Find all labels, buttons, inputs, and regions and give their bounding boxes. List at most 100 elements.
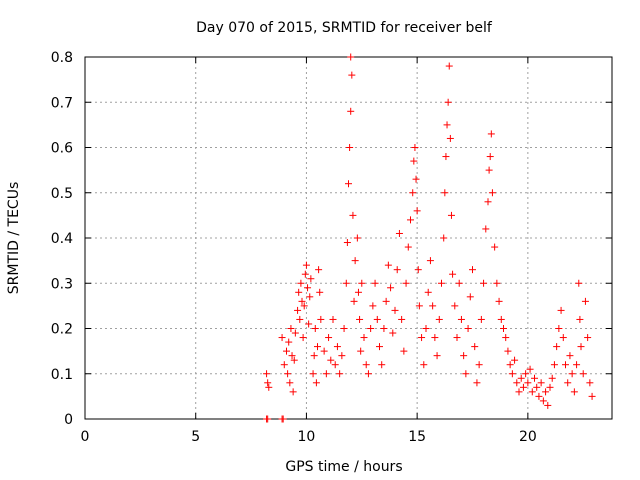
data-point (581, 297, 589, 305)
data-point (471, 343, 479, 351)
data-point (566, 352, 574, 360)
data-point (431, 334, 439, 342)
x-tick-label: 0 (81, 429, 90, 445)
data-point (311, 325, 319, 332)
data-point (348, 71, 356, 79)
data-point (304, 284, 312, 292)
data-point (384, 261, 392, 269)
data-point (462, 370, 470, 378)
data-point (325, 334, 333, 342)
data-point (484, 198, 492, 206)
data-point (480, 279, 488, 287)
data-point (546, 383, 554, 391)
y-tick-label: 0.3 (51, 276, 73, 292)
data-point (404, 243, 412, 251)
data-point (533, 383, 541, 391)
x-tick-label: 10 (298, 429, 316, 445)
data-point (307, 275, 315, 283)
data-point (568, 370, 576, 378)
data-point (513, 379, 521, 387)
data-point (440, 234, 448, 242)
data-point (354, 288, 362, 296)
data-point (548, 374, 556, 382)
data-point (327, 356, 335, 364)
data-point (287, 325, 295, 332)
data-point (357, 347, 365, 355)
data-point (356, 315, 364, 323)
y-tick-label: 0.7 (51, 95, 73, 111)
data-point (310, 352, 318, 360)
data-point (422, 325, 430, 332)
data-point (414, 266, 422, 274)
data-point (331, 361, 339, 369)
data-point (407, 216, 414, 224)
x-axis: 0 5 10 15 20 (81, 57, 537, 445)
data-point (477, 315, 485, 323)
data-point (577, 343, 585, 351)
data-point (338, 352, 346, 360)
data-point (299, 334, 307, 342)
data-point (329, 315, 337, 323)
data-point (429, 302, 437, 310)
data-point (351, 257, 359, 265)
data-point (426, 257, 434, 265)
data-point (435, 315, 443, 323)
data-point (347, 107, 355, 115)
data-point (508, 370, 516, 378)
data-point (340, 325, 348, 332)
y-axis-label: SRMTID / TECUs (6, 182, 22, 295)
data-point (588, 392, 596, 400)
data-point (367, 325, 375, 332)
data-point (343, 239, 351, 247)
data-point (409, 189, 417, 197)
x-axis-label: GPS time / hours (285, 459, 402, 475)
data-point (515, 388, 523, 396)
data-point (449, 270, 457, 278)
data-point (285, 338, 293, 346)
data-point (506, 361, 514, 369)
data-point (418, 334, 426, 342)
data-point (537, 379, 545, 387)
data-point (336, 370, 344, 378)
data-point (358, 279, 366, 287)
data-point (298, 297, 306, 305)
data-point (442, 153, 450, 161)
data-point (519, 383, 527, 391)
data-point (444, 98, 452, 106)
data-point (300, 302, 308, 310)
data-point (373, 315, 381, 323)
x-tick-label: 20 (519, 429, 537, 445)
data-point (302, 261, 310, 269)
data-point (371, 279, 379, 287)
data-point (315, 266, 323, 274)
data-point (485, 166, 493, 174)
data-point (382, 297, 390, 305)
data-point (283, 347, 290, 355)
data-point (378, 361, 386, 369)
data-point (495, 297, 503, 305)
data-point (295, 288, 303, 296)
data-point (290, 356, 298, 364)
y-tick-label: 0.1 (51, 367, 73, 383)
data-point (412, 175, 420, 183)
data-point (559, 334, 567, 342)
data-point (411, 144, 419, 151)
data-point (346, 144, 354, 151)
data-point (564, 379, 572, 387)
data-point (265, 383, 273, 391)
data-point (342, 279, 350, 287)
data-point (288, 352, 296, 360)
data-point (264, 379, 272, 387)
y-tick-label: 0.2 (51, 322, 73, 338)
y-axis: 0 0.1 0.2 0.3 0.4 0.5 0.6 0.7 0.8 (51, 50, 612, 428)
data-point (312, 379, 320, 387)
y-tick-label: 0 (64, 412, 73, 428)
data-point (291, 329, 299, 337)
data-point (369, 302, 377, 310)
data-point (553, 343, 561, 351)
data-point (460, 352, 468, 360)
data-point (413, 207, 421, 215)
data-point (278, 334, 286, 342)
data-point (457, 315, 465, 323)
data-point (451, 302, 459, 310)
